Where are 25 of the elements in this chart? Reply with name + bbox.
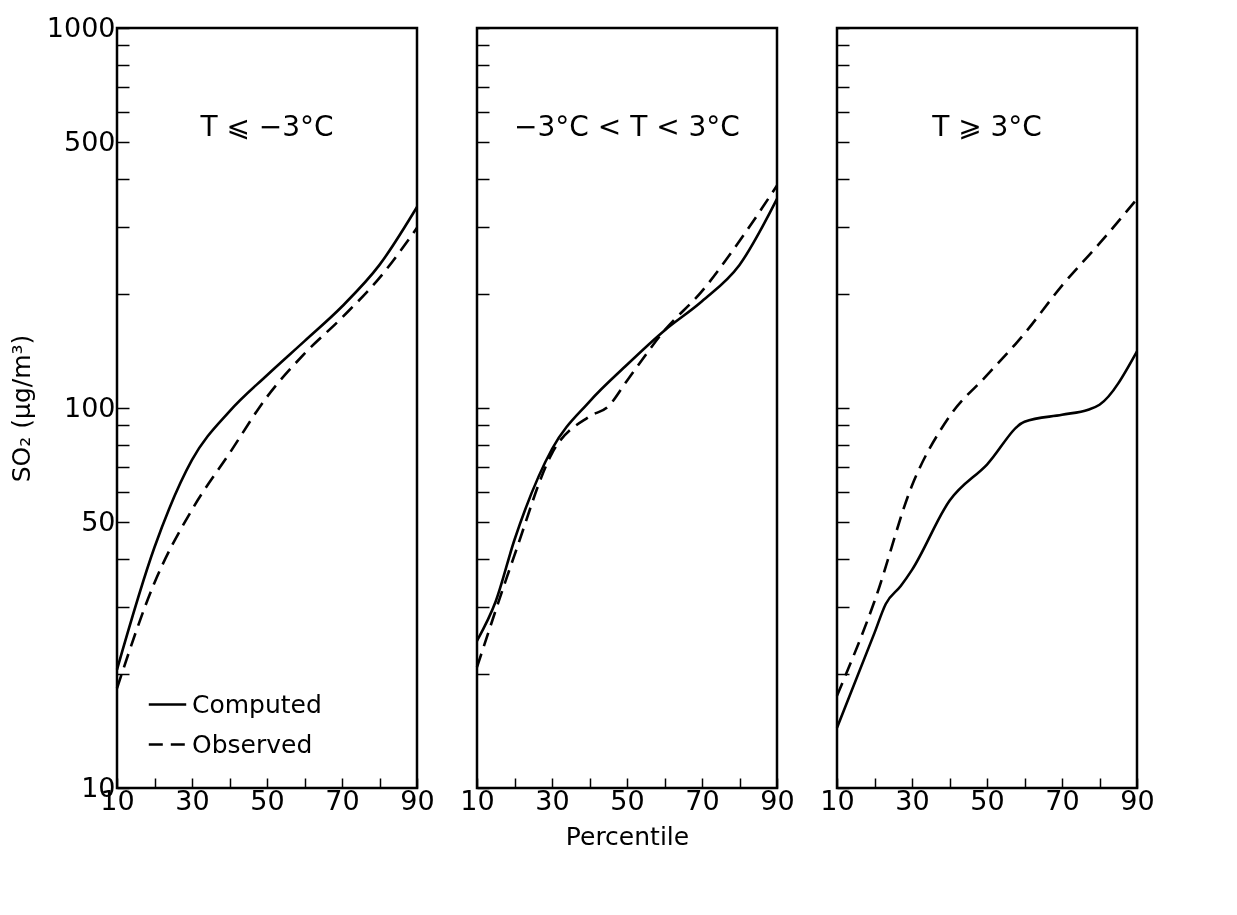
x-tick-label: 30 — [535, 784, 570, 816]
x-tick-label: 50 — [610, 784, 645, 816]
x-tick-label: 70 — [325, 784, 360, 816]
x-tick-label: 50 — [970, 784, 1005, 816]
x-tick-label: 70 — [685, 784, 720, 816]
y-axis-title: SO₂ (μg/m³) — [6, 334, 36, 483]
x-tick-label: 90 — [1120, 784, 1155, 816]
y-tick-label: 50 — [81, 505, 116, 537]
x-tick-label: 90 — [400, 784, 435, 816]
x-tick-label: 50 — [250, 784, 285, 816]
x-tick-label: 30 — [895, 784, 930, 816]
text: T ⩽ −3°C — [199, 110, 334, 143]
x-tick-label: 90 — [760, 784, 795, 816]
x-axis-title: Percentile — [565, 821, 690, 851]
x-tick-label: 10 — [820, 784, 855, 816]
x-tick-label: 10 — [460, 784, 495, 816]
text: T ⩾ 3°C — [931, 110, 1042, 143]
text: −3°C < T < 3°C — [514, 110, 740, 143]
x-tick-label: 70 — [1045, 784, 1080, 816]
y-tick-label: 500 — [63, 125, 116, 157]
legend-label: Observed — [192, 729, 313, 759]
y-tick-label: 1000 — [46, 11, 116, 43]
y-tick-label: 100 — [63, 391, 116, 423]
legend-label: Computed — [192, 689, 322, 719]
x-tick-label: 30 — [175, 784, 210, 816]
